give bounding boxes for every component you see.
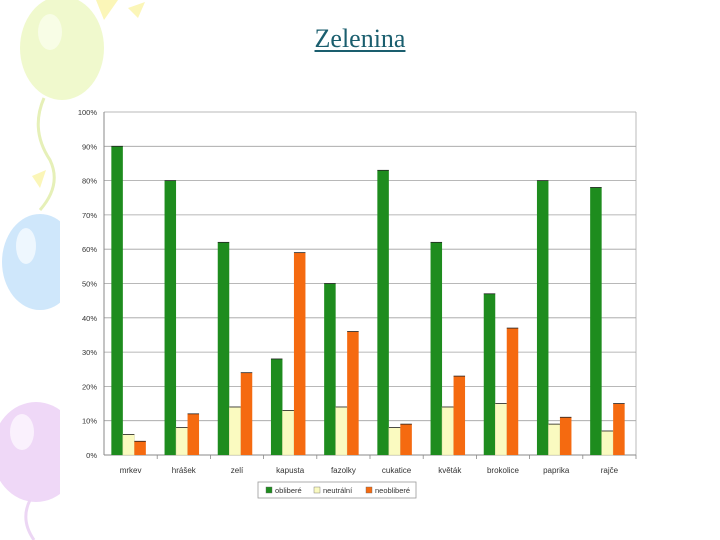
bar-obliberé-cukatice [377,170,389,455]
y-tick-label: 10% [82,417,97,426]
y-tick-label: 0% [86,451,97,460]
slide-title: Zelenina [314,24,406,53]
bar-neutrální-cukatice [388,427,401,456]
bar-neutrální-květák [441,406,454,456]
bar-neobliberé-hrášek [187,413,200,455]
bar-neutrální-fazolky [335,406,348,456]
bar-neutrální-paprika [548,423,561,456]
y-tick-label: 70% [82,211,97,220]
y-tick-label: 90% [82,142,97,151]
bar-neobliberé-zelí [240,372,253,455]
x-tick-label: mrkev [120,466,142,475]
y-tick-label: 30% [82,348,97,357]
legend-label: neobliberé [375,486,410,495]
bar-neobliberé-mrkev [134,441,146,455]
bar-obliberé-květák [430,242,443,455]
bar-neutrální-rajče [601,430,614,456]
bar-obliberé-kapusta [270,358,283,455]
x-tick-label: zelí [231,466,244,475]
x-tick-label: cukatice [382,466,412,475]
bar-obliberé-brokolice [483,293,496,455]
x-tick-label: kapusta [276,466,305,475]
bar-neobliberé-brokolice [506,328,519,455]
y-tick-label: 80% [82,177,97,186]
bar-obliberé-paprika [536,180,549,455]
legend-label: neutrální [323,486,353,495]
y-tick-label: 40% [82,314,97,323]
x-tick-label: květák [438,466,462,475]
legend-swatch-obliberé [265,486,273,494]
legend-label: obliberé [275,486,302,495]
legend-swatch-neobliberé [365,486,373,494]
x-tick-label: rajče [601,466,619,475]
legend [257,481,417,499]
bar-neutrální-hrášek [175,427,188,456]
bar-neutrální-kapusta [282,410,295,456]
bar-neobliberé-květák [453,376,466,455]
bar-obliberé-mrkev [111,146,123,456]
bar-obliberé-fazolky [324,283,336,455]
x-tick-label: paprika [543,466,570,475]
bar-neutrální-zelí [229,406,241,456]
bar-neutrální-mrkev [122,434,135,456]
bar-neobliberé-cukatice [400,424,412,455]
x-tick-label: hrášek [172,466,197,475]
x-tick-label: fazolky [331,466,356,475]
bar-obliberé-hrášek [164,180,177,455]
bar-obliberé-rajče [590,187,602,455]
y-tick-label: 100% [78,108,98,117]
bar-neobliberé-fazolky [347,331,359,455]
legend-swatch-neutrální [313,486,321,494]
bar-neobliberé-rajče [613,403,625,455]
bar-neobliberé-kapusta [293,252,306,455]
bar-obliberé-zelí [217,242,230,455]
y-tick-label: 20% [82,382,97,391]
bar-neobliberé-paprika [559,417,572,455]
y-tick-label: 60% [82,245,97,254]
y-tick-label: 50% [82,280,97,289]
bar-neutrální-brokolice [495,403,507,456]
x-tick-label: brokolice [487,466,520,475]
